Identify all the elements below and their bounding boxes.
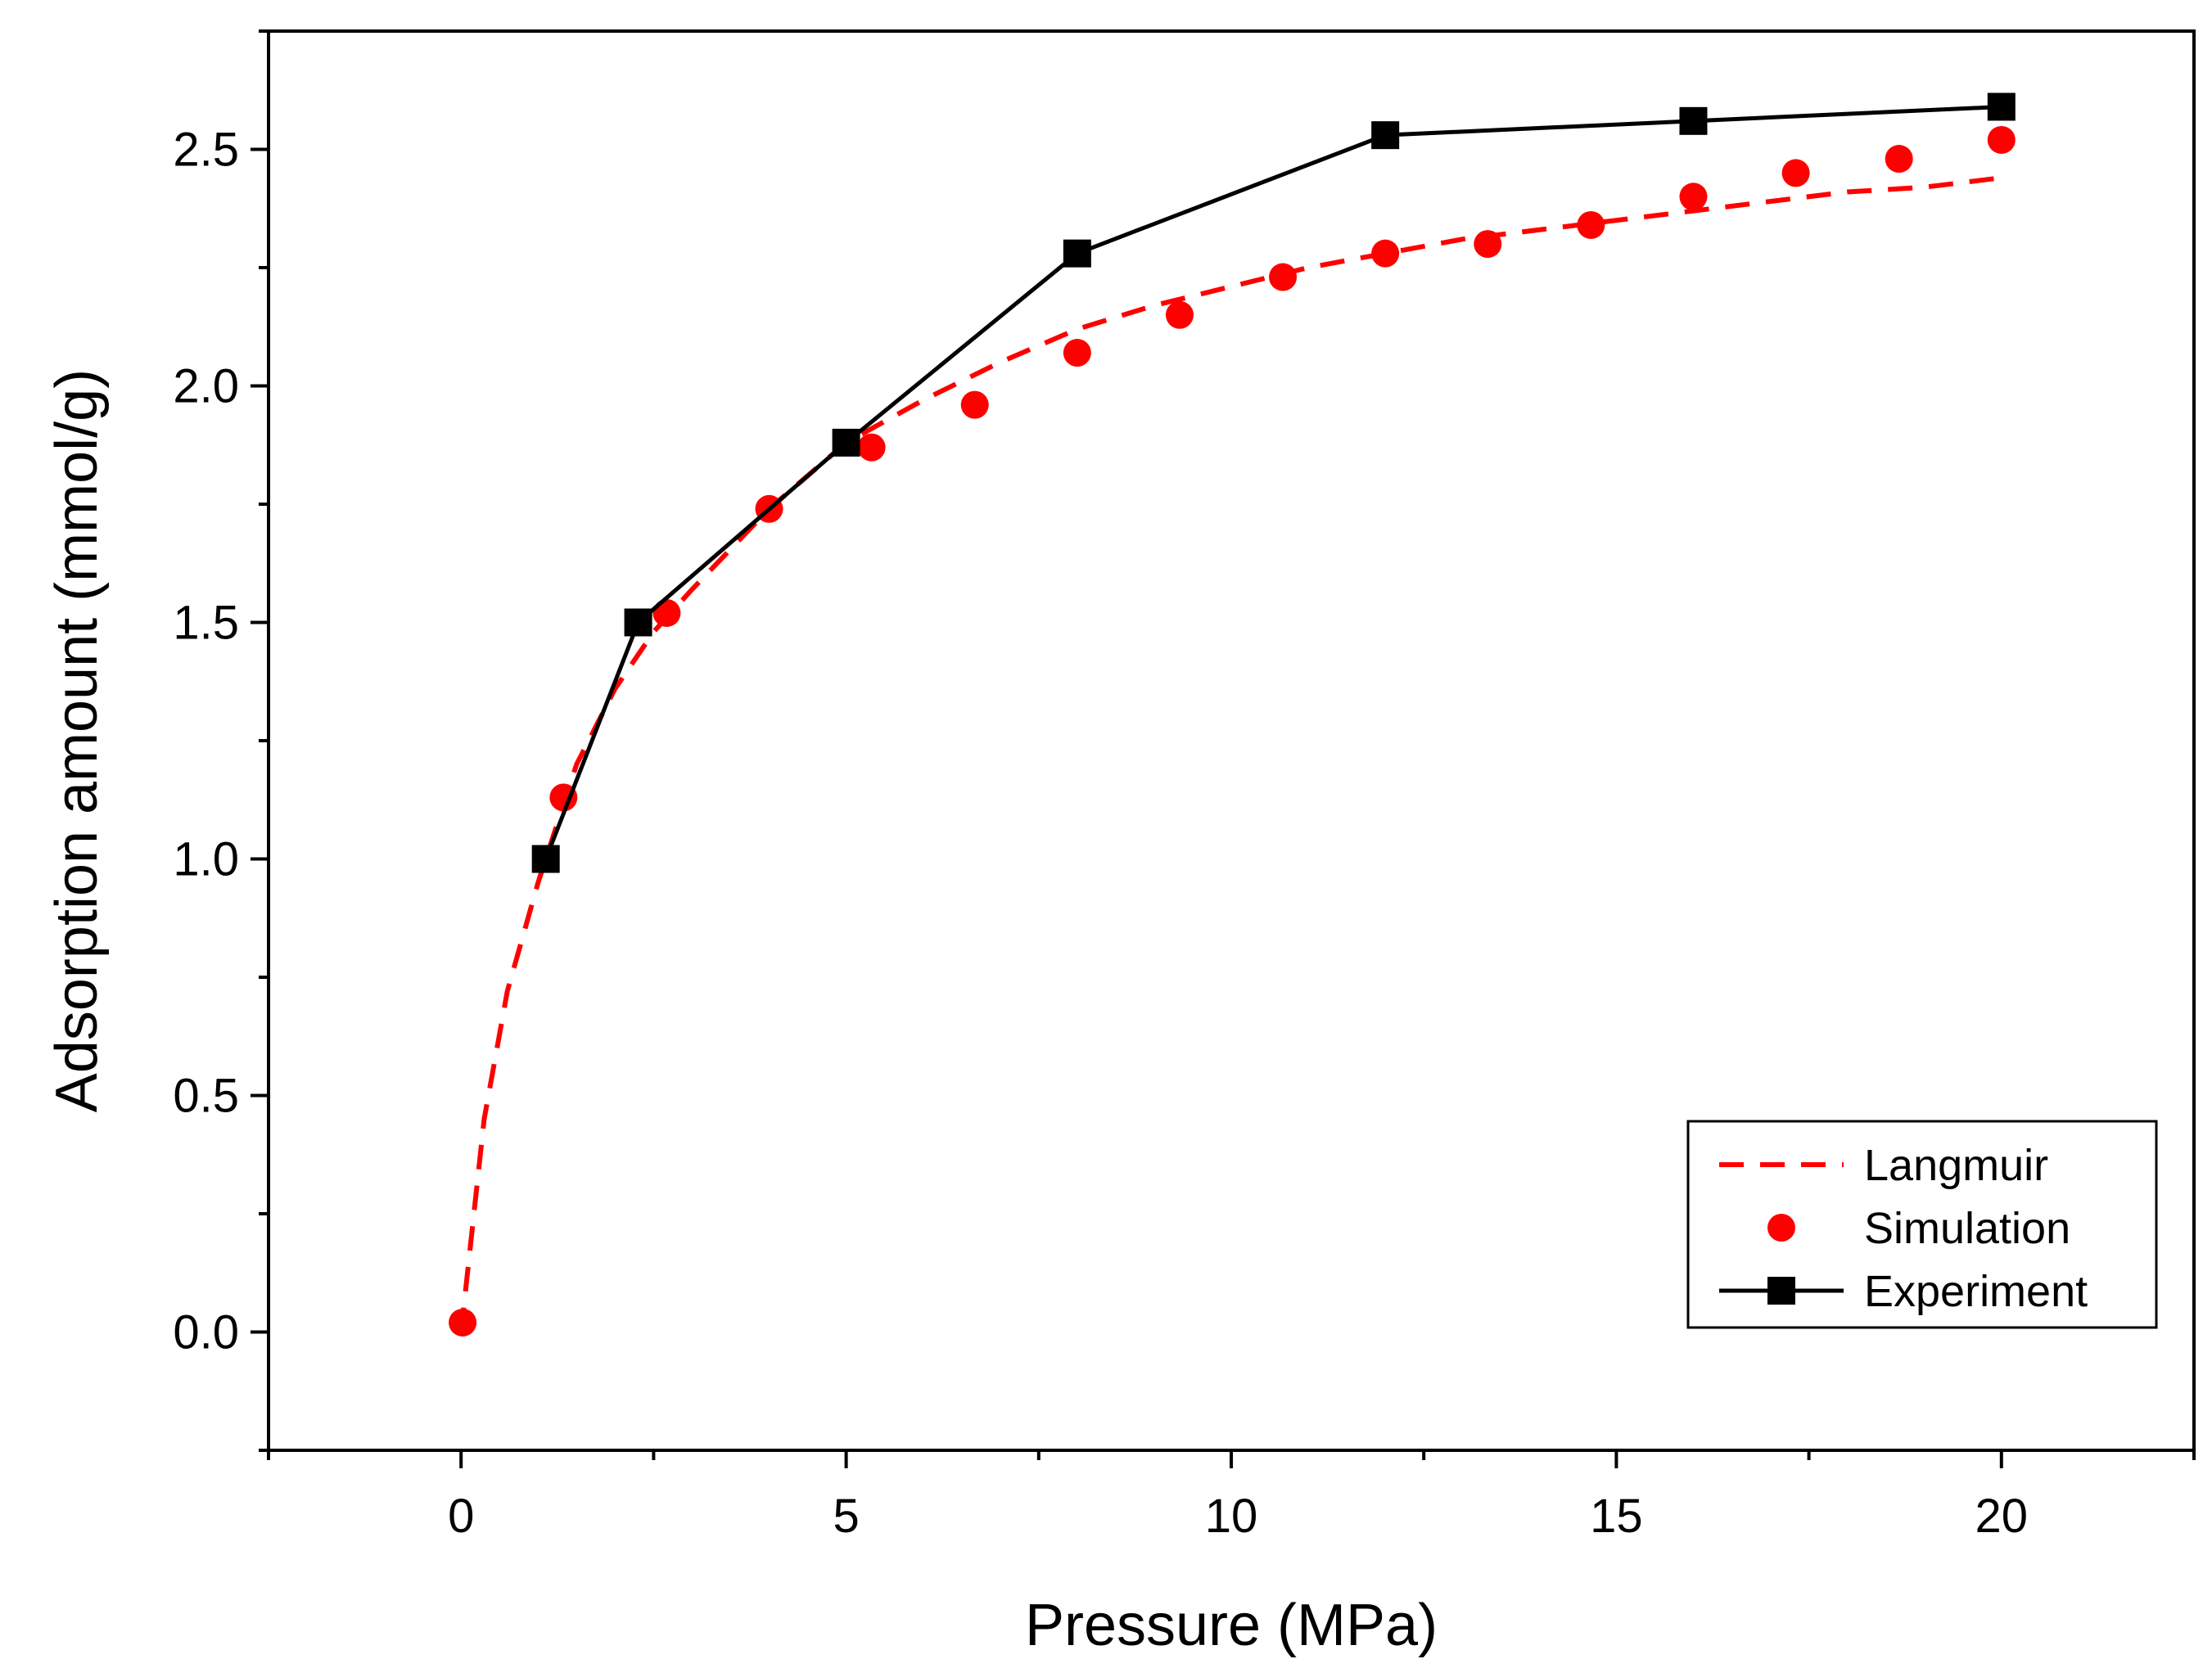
x-tick-label: 0 — [448, 1490, 474, 1543]
simulation-point — [1679, 183, 1708, 211]
simulation-point — [1781, 159, 1810, 187]
legend-label-simulation: Simulation — [1864, 1204, 2070, 1253]
legend-label-experiment: Experiment — [1864, 1267, 2088, 1316]
simulation-point — [652, 598, 681, 627]
simulation-point — [1885, 145, 1913, 174]
legend-simulation-swatch — [1767, 1214, 1795, 1242]
simulation-point — [1165, 300, 1194, 329]
experiment-point — [832, 428, 860, 457]
experiment-point — [624, 608, 652, 637]
experiment-point — [1679, 106, 1708, 135]
legend-box — [1686, 1120, 2158, 1329]
simulation-point — [1577, 210, 1605, 239]
experiment-point — [1063, 239, 1091, 268]
simulation-point — [1987, 125, 2016, 154]
x-tick-label: 10 — [1205, 1490, 1258, 1543]
experiment-point — [1371, 121, 1400, 150]
y-tick-label: 1.5 — [173, 597, 239, 650]
y-tick-label: 1.0 — [173, 833, 239, 886]
x-tick-label: 15 — [1590, 1490, 1643, 1543]
experiment-point — [531, 845, 560, 873]
langmuir-fit-line — [458, 175, 2002, 1332]
y-tick-label: 2.0 — [173, 360, 239, 413]
axes: 0 5 10 15 20 0.0 0.5 1.0 1.5 2.0 2.5 — [173, 29, 2196, 1543]
legend-label-langmuir: Langmuir — [1864, 1141, 2048, 1190]
y-axis-title: Adsorption amount (mmol/g) — [44, 369, 110, 1112]
x-tick-label: 5 — [833, 1490, 859, 1543]
simulation-point — [1474, 230, 1502, 259]
x-axis-title: Pressure (MPa) — [1025, 1593, 1438, 1658]
x-tick-label: 20 — [1975, 1490, 2029, 1543]
experiment-line — [544, 104, 2002, 860]
legend: Langmuir Simulation Experiment — [1686, 1120, 2158, 1329]
simulation-point — [1269, 263, 1298, 291]
simulation-point — [1063, 339, 1091, 367]
simulation-point — [1371, 239, 1400, 268]
data-series — [449, 92, 2016, 1337]
experiment-point — [1987, 92, 2016, 121]
y-tick-label: 0.5 — [173, 1070, 239, 1123]
y-tick-label: 0.0 — [173, 1306, 239, 1359]
simulation-point — [857, 433, 886, 462]
simulation-point — [960, 390, 989, 419]
legend-experiment-marker-swatch — [1767, 1277, 1795, 1305]
y-tick-label: 2.5 — [173, 124, 239, 177]
simulation-point — [449, 1308, 477, 1337]
